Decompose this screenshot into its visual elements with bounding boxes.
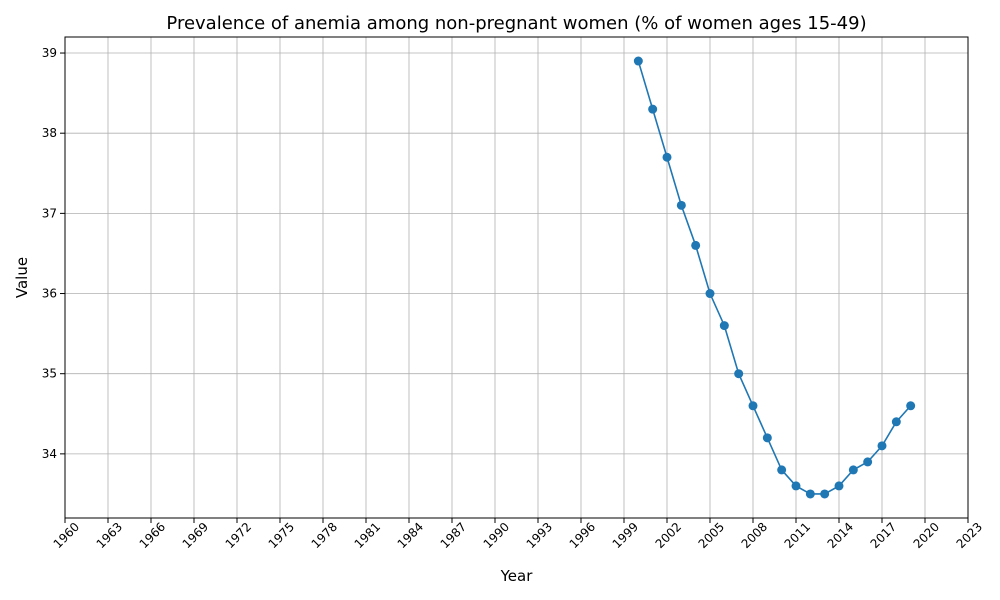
y-axis-ticks: 34 35 36 37 38 39 — [42, 46, 65, 461]
data-point — [906, 401, 916, 411]
data-point — [834, 481, 844, 491]
data-point — [748, 401, 758, 411]
x-tick-label: 1981 — [352, 520, 383, 551]
data-point — [762, 433, 772, 443]
x-tick-label: 2005 — [696, 520, 727, 551]
x-axis-label: Year — [500, 567, 534, 585]
data-point — [662, 152, 672, 162]
x-tick-label: 1996 — [567, 520, 598, 551]
x-axis-ticks: 1960 1963 1966 1969 1972 1975 1978 1981 1984 1987… — [51, 518, 985, 551]
data-point — [705, 289, 715, 299]
data-point — [820, 489, 830, 499]
x-tick-label: 1993 — [524, 520, 555, 551]
x-tick-label: 1960 — [51, 520, 82, 551]
x-tick-label: 1999 — [610, 520, 641, 551]
x-tick-label: 1990 — [481, 520, 512, 551]
x-tick-label: 2014 — [825, 520, 856, 551]
data-point — [777, 465, 787, 475]
data-point — [648, 104, 658, 114]
data-point — [633, 56, 643, 66]
data-point — [676, 200, 686, 210]
y-tick-label: 38 — [42, 126, 57, 140]
series-line — [637, 60, 912, 495]
x-tick-label: 2002 — [653, 520, 684, 551]
data-point — [691, 240, 701, 250]
y-axis-label: Value — [13, 257, 31, 298]
x-tick-label: 2008 — [739, 520, 770, 551]
x-tick-label: 2011 — [782, 520, 813, 551]
x-tick-label: 1975 — [266, 520, 297, 551]
x-tick-label: 1978 — [309, 520, 340, 551]
x-tick-label: 1984 — [395, 520, 426, 551]
data-point — [863, 457, 873, 467]
data-point — [891, 417, 901, 427]
x-tick-label: 1972 — [223, 520, 254, 551]
series — [633, 56, 916, 499]
x-tick-label: 2023 — [954, 520, 985, 551]
data-point — [848, 465, 858, 475]
chart-title: Prevalence of anemia among non-pregnant … — [166, 13, 866, 34]
data-point — [805, 489, 815, 499]
plot-frame — [64, 36, 969, 519]
y-tick-label: 34 — [42, 447, 57, 461]
y-tick-label: 36 — [42, 287, 57, 301]
x-tick-label: 2017 — [868, 520, 899, 551]
x-tick-label: 1987 — [438, 520, 469, 551]
data-point — [719, 321, 729, 331]
data-point — [734, 369, 744, 379]
data-point — [791, 481, 801, 491]
y-tick-label: 39 — [42, 46, 57, 60]
x-tick-label: 2020 — [911, 520, 942, 551]
x-tick-label: 1969 — [180, 520, 211, 551]
y-tick-label: 35 — [42, 367, 57, 381]
data-point — [877, 441, 887, 451]
y-tick-label: 37 — [42, 206, 57, 220]
grid — [64, 37, 969, 518]
x-tick-label: 1963 — [94, 520, 125, 551]
x-tick-label: 1966 — [137, 520, 168, 551]
